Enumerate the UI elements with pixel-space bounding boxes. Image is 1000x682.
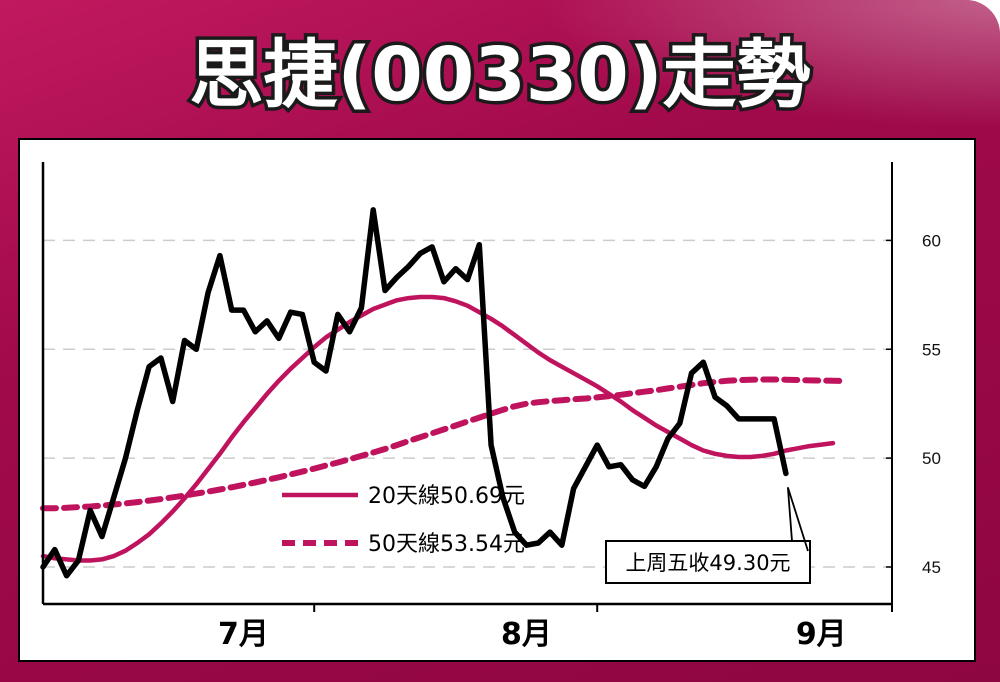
legend: 20天線50.69元 50天線53.54元: [282, 484, 525, 557]
legend-label: 20天線50.69元: [368, 484, 525, 509]
y-tick-label: 55: [922, 340, 941, 359]
x-tick-label: 7月: [218, 617, 269, 652]
annotations: 上周五收49.30元: [605, 487, 811, 584]
callout-box: [605, 540, 811, 584]
chart-title: 思捷(00330)走勢: [189, 32, 810, 118]
chart-title-graphic: 思捷(00330)走勢: [186, 29, 814, 122]
label-layer: 45 50 55 60 7月 8月 9月: [218, 231, 941, 652]
callout-pointer: [786, 487, 809, 552]
series-line-price: [40, 207, 789, 579]
series-layer: [40, 207, 848, 579]
y-tick-label: 50: [922, 449, 941, 468]
callout-label: 上周五收49.30元: [625, 551, 790, 575]
frame-sheen: [500, 0, 1000, 140]
chart-panel: 45 50 55 60 7月 8月 9月 20天線50.69元 50天線53.54元 上周五收…: [18, 138, 976, 662]
legend-label: 50天線53.54元: [368, 532, 525, 557]
series-line-ma20: [40, 294, 836, 563]
x-tick-label: 9月: [796, 617, 847, 652]
y-tick-label: 60: [922, 231, 941, 250]
axis-layer: [41, 162, 893, 612]
y-tick-label: 45: [922, 558, 941, 577]
panel-border: [18, 138, 976, 662]
x-tick-label: 8月: [501, 617, 552, 652]
chart-plot: 45 50 55 60 7月 8月 9月 20天線50.69元 50天線53.54元 上周五收…: [18, 138, 976, 662]
